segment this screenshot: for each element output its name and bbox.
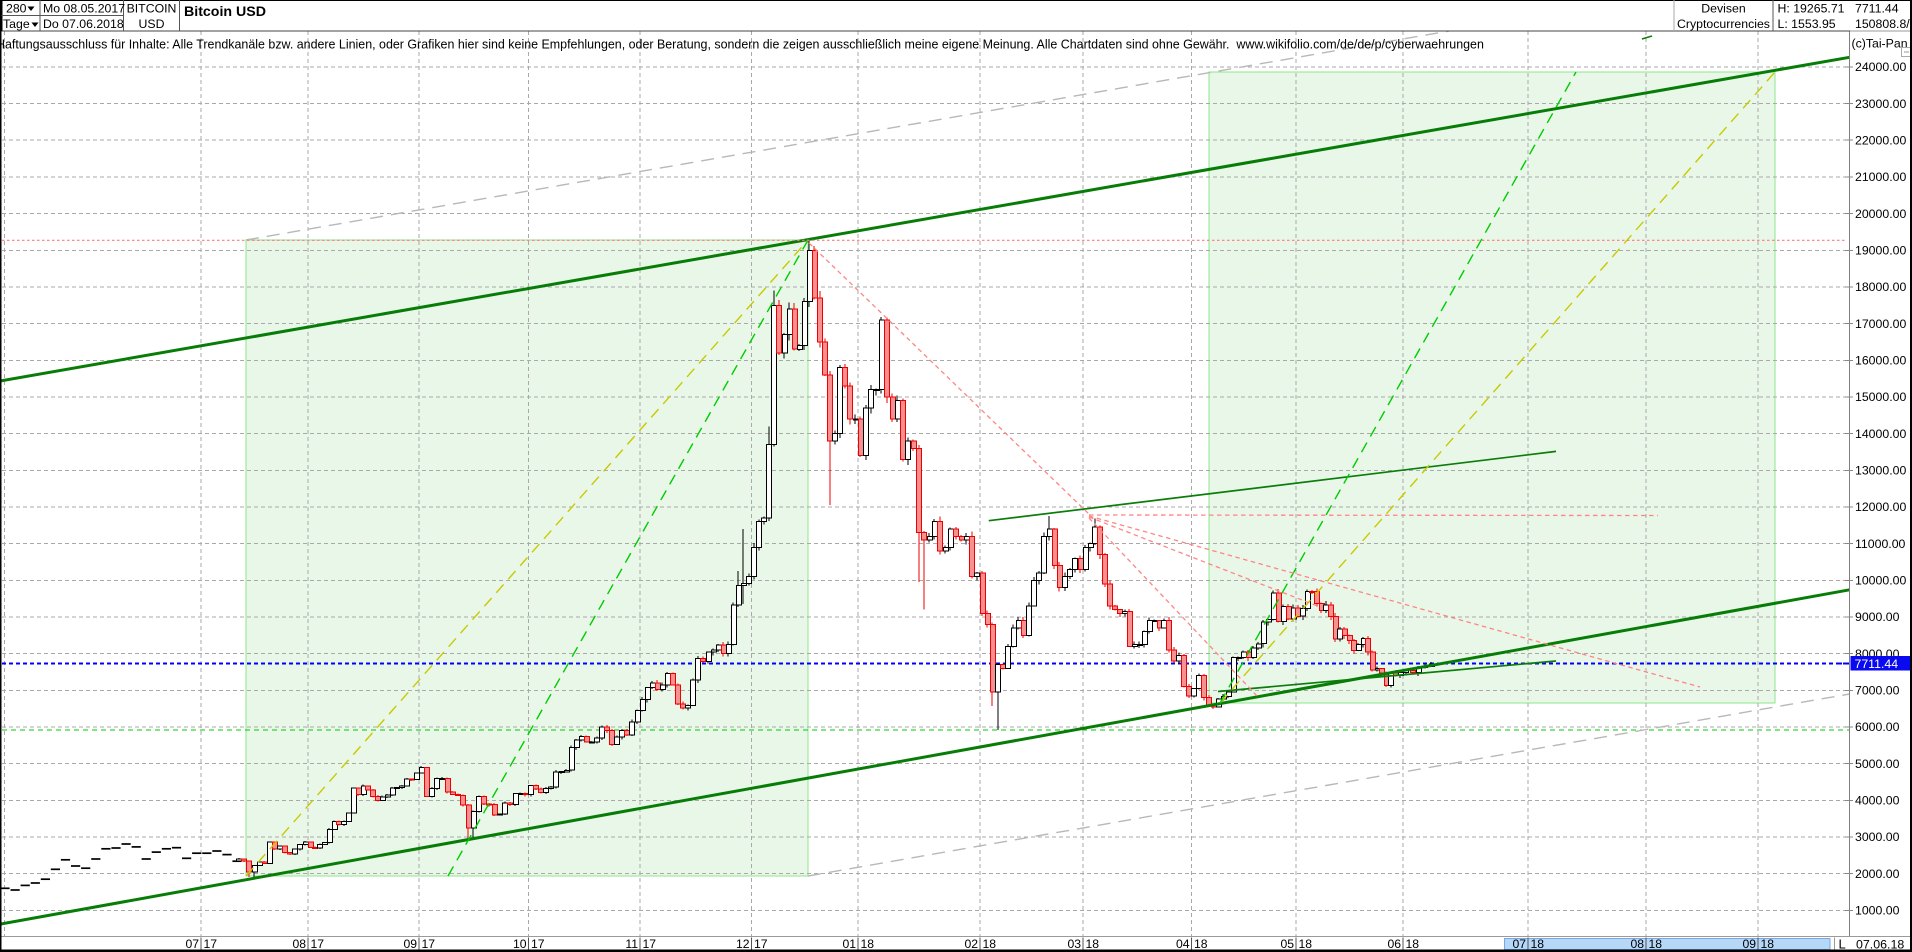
svg-text:02: 02 (964, 937, 978, 951)
svg-text:18: 18 (861, 937, 875, 951)
svg-text:150808.8/: 150808.8/ (1855, 17, 1910, 31)
svg-text:19000.00: 19000.00 (1855, 244, 1906, 258)
svg-text:21000.00: 21000.00 (1855, 170, 1906, 184)
svg-text:280: 280 (6, 2, 27, 16)
svg-text:3000.00: 3000.00 (1855, 830, 1900, 844)
svg-text:01: 01 (842, 937, 856, 951)
svg-text:17: 17 (311, 937, 325, 951)
svg-text:18: 18 (1086, 937, 1100, 951)
svg-text:04: 04 (1176, 937, 1190, 951)
svg-text:17: 17 (754, 937, 768, 951)
svg-text:Bitcoin USD: Bitcoin USD (184, 4, 266, 20)
svg-text:Mo 08.05.2017: Mo 08.05.2017 (43, 2, 125, 16)
svg-text:18: 18 (1406, 937, 1420, 951)
svg-text:USD: USD (139, 17, 165, 31)
svg-text:7711.44: 7711.44 (1855, 1, 1899, 15)
svg-text:17: 17 (204, 937, 218, 951)
svg-text:12: 12 (736, 937, 750, 951)
svg-text:18: 18 (1531, 937, 1545, 951)
svg-text:08: 08 (1630, 937, 1644, 951)
svg-text:10: 10 (513, 937, 527, 951)
svg-text:Devisen: Devisen (1701, 1, 1746, 15)
svg-text:L: L (1839, 937, 1846, 952)
svg-text:5000.00: 5000.00 (1855, 757, 1900, 771)
svg-text:13000.00: 13000.00 (1855, 464, 1906, 478)
svg-text:6000.00: 6000.00 (1855, 720, 1900, 734)
svg-text:2000.00: 2000.00 (1855, 867, 1900, 881)
svg-text:H: 19265.71: H: 19265.71 (1778, 1, 1845, 15)
svg-text:18: 18 (1194, 937, 1208, 951)
svg-text:18: 18 (1649, 937, 1663, 951)
svg-text:4000.00: 4000.00 (1855, 794, 1900, 808)
svg-text:07.06.18: 07.06.18 (1856, 938, 1904, 952)
svg-text:15000.00: 15000.00 (1855, 390, 1906, 404)
svg-text:09: 09 (1742, 937, 1756, 951)
svg-text:(c)Tai-Pan: (c)Tai-Pan (1852, 37, 1908, 51)
svg-text:18: 18 (1761, 937, 1775, 951)
svg-text:7000.00: 7000.00 (1855, 684, 1900, 698)
svg-text:05: 05 (1280, 937, 1294, 951)
svg-text:20000.00: 20000.00 (1855, 207, 1906, 221)
svg-text:17: 17 (531, 937, 545, 951)
svg-text:17: 17 (643, 937, 657, 951)
svg-text:L: 1553.95: L: 1553.95 (1778, 17, 1836, 31)
svg-text:22000.00: 22000.00 (1855, 133, 1906, 147)
svg-text:24000.00: 24000.00 (1855, 60, 1906, 74)
svg-text:16000.00: 16000.00 (1855, 354, 1906, 368)
svg-text:14000.00: 14000.00 (1855, 427, 1906, 441)
svg-text:07: 07 (185, 937, 199, 951)
svg-text:9000.00: 9000.00 (1855, 610, 1900, 624)
svg-text:7711.44: 7711.44 (1855, 657, 1899, 671)
svg-text:09: 09 (403, 937, 417, 951)
svg-text:1000.00: 1000.00 (1855, 904, 1900, 918)
svg-text:23000.00: 23000.00 (1855, 97, 1906, 111)
svg-text:18000.00: 18000.00 (1855, 280, 1906, 294)
svg-text:17: 17 (422, 937, 436, 951)
svg-text:07: 07 (1512, 937, 1526, 951)
svg-text:18: 18 (1299, 937, 1313, 951)
svg-text:11: 11 (625, 937, 638, 951)
svg-text:Cryptocurrencies: Cryptocurrencies (1677, 17, 1770, 31)
svg-text:10000.00: 10000.00 (1855, 574, 1906, 588)
svg-text:17000.00: 17000.00 (1855, 317, 1906, 331)
svg-text:18: 18 (983, 937, 997, 951)
svg-text:Tage: Tage (3, 17, 30, 31)
svg-text:BITCOIN: BITCOIN (127, 2, 177, 16)
svg-text:Do 07.06.2018: Do 07.06.2018 (43, 17, 124, 31)
svg-text:08: 08 (292, 937, 306, 951)
svg-text:11000.00: 11000.00 (1855, 537, 1906, 551)
svg-text:Haftungsausschluss für Inhalte: Haftungsausschluss für Inhalte: Alle Tre… (0, 37, 1484, 51)
svg-text:03: 03 (1067, 937, 1081, 951)
svg-text:12000.00: 12000.00 (1855, 500, 1906, 514)
svg-text:06: 06 (1387, 937, 1401, 951)
